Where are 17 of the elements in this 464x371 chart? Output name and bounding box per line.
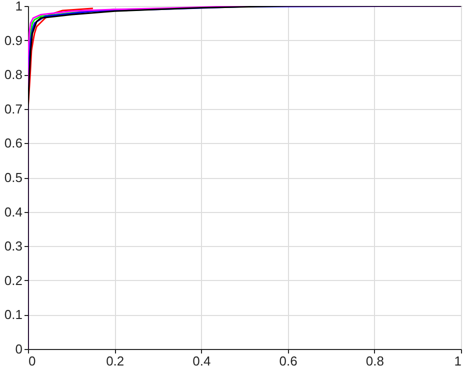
x-tick-label: 1 <box>454 354 462 368</box>
x-tick-label: 0.8 <box>366 354 384 368</box>
x-tick-label: 0.4 <box>192 354 211 368</box>
y-tick-label: 0 <box>15 342 22 356</box>
x-tick-label: 0.2 <box>106 354 124 368</box>
x-tick-label: 0 <box>28 354 36 368</box>
y-tick-label: 0.5 <box>4 170 22 185</box>
y-tick-label: 0.3 <box>4 238 22 254</box>
x-tick-label: 0.6 <box>279 354 298 368</box>
y-tick-label: 0.4 <box>4 204 22 220</box>
y-tick-label: 0.6 <box>4 136 22 151</box>
y-tick-label: 0.8 <box>4 67 22 82</box>
y-tick-label: 0.2 <box>4 272 22 288</box>
y-tick-label: 0.1 <box>4 307 22 322</box>
y-tick-label: 0.9 <box>4 32 22 48</box>
y-tick-label: 1 <box>15 0 22 14</box>
y-tick-label: 0.7 <box>4 101 22 116</box>
